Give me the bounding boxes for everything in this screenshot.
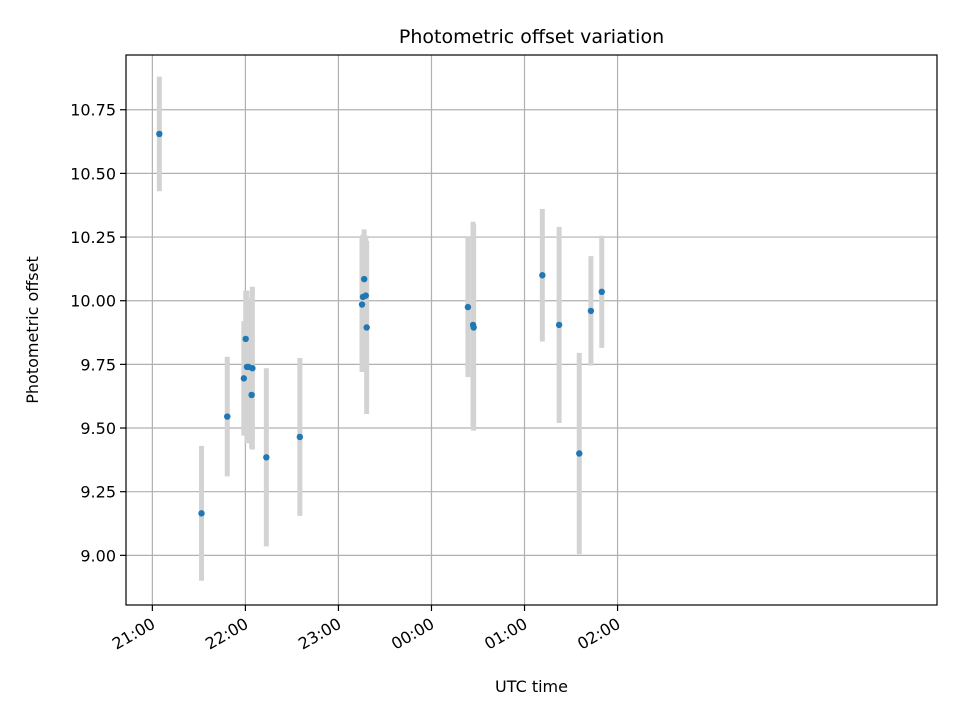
y-tick-label: 9.00 [80, 546, 116, 565]
y-tick-label: 10.50 [70, 164, 116, 183]
plot-frame [125, 54, 938, 606]
data-point [249, 364, 256, 372]
point-layer [156, 130, 605, 517]
data-point [362, 292, 369, 299]
data-point [263, 454, 270, 461]
y-tick-label: 10.00 [70, 292, 116, 311]
y-tick-label: 9.25 [80, 483, 116, 502]
y-tick-label: 9.75 [80, 355, 116, 374]
data-point [198, 510, 205, 517]
data-point [555, 321, 563, 329]
data-point [539, 272, 546, 279]
data-point [248, 391, 255, 399]
y-tick-label: 9.50 [80, 419, 116, 438]
y-axis-label: Photometric offset [23, 256, 42, 404]
y-axis-ticks: 9.00 9.25 9.50 9.75 10.00 10.25 10.50 10.75 [70, 101, 126, 565]
grid-layer [126, 55, 937, 605]
y-tick-label: 10.75 [70, 101, 116, 120]
data-point [576, 450, 583, 457]
data-point [587, 307, 595, 315]
chart-title: Photometric offset variation [399, 26, 664, 48]
data-point [464, 303, 472, 311]
data-point [242, 335, 249, 343]
data-point [363, 324, 370, 331]
data-point [296, 433, 304, 441]
data-point [240, 375, 248, 382]
data-point [224, 413, 231, 420]
data-point [470, 324, 477, 331]
data-point [598, 288, 605, 296]
x-axis-label: UTC time [495, 677, 568, 696]
data-point [156, 130, 163, 138]
data-point [358, 301, 366, 308]
y-tick-label: 10.25 [70, 228, 116, 247]
data-point [360, 275, 368, 283]
